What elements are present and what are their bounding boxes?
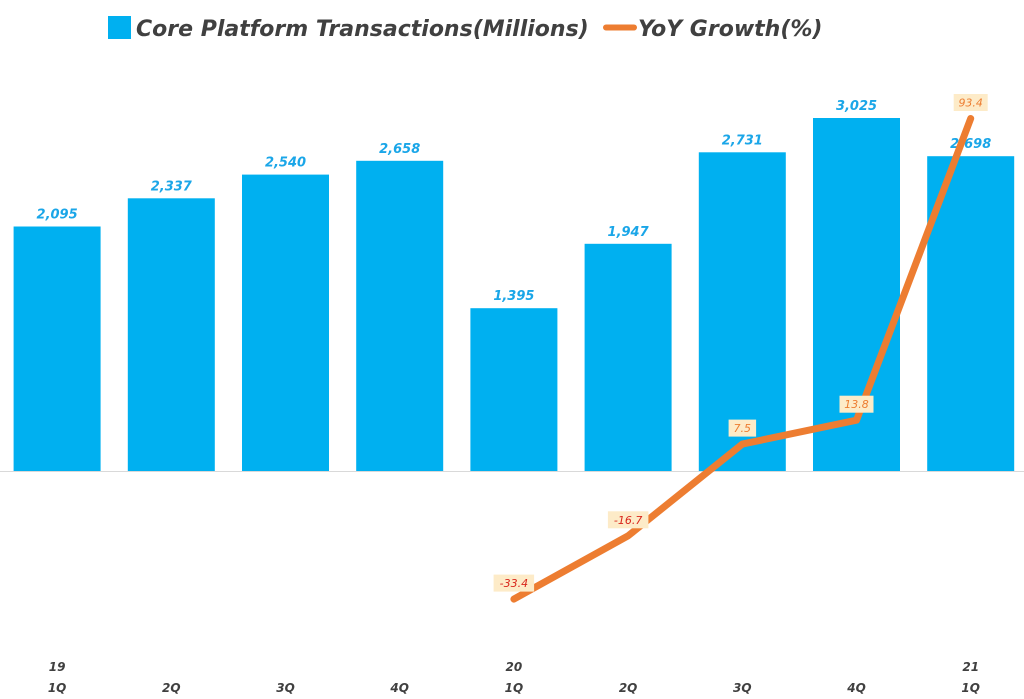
growth-value-label-8: 13.8 [844, 398, 869, 411]
growth-value-label-9: 93.4 [958, 97, 983, 110]
x-axis-ticks: 19 1Q 2Q 3Q 4Q 20 1Q 2Q 3Q 4Q 21 1Q [48, 660, 980, 695]
bars-series: 2,095 2,337 2,540 2,658 1,395 1,947 2,731 3,025… [13, 99, 1015, 472]
tick-quarter-9: 1Q [961, 681, 980, 695]
tick-quarter-2: 2Q [162, 681, 181, 695]
bar-2 [127, 198, 215, 472]
bar-value-label-8: 3,025 [836, 99, 877, 114]
bar-5 [470, 308, 558, 471]
legend-label-growth: YoY Growth(%) [638, 17, 822, 42]
tick-quarter-6: 2Q [619, 681, 638, 695]
growth-label-box-6 [607, 511, 649, 529]
tick-year-5: 20 [506, 660, 523, 674]
tick-quarter-7: 3Q [733, 681, 752, 695]
growth-line [510, 115, 975, 603]
bar-6 [584, 243, 672, 471]
tick-year-9: 21 [962, 660, 979, 674]
growth-label-box-7 [728, 419, 757, 437]
growth-value-label-5: -33.4 [500, 577, 528, 590]
tick-quarter-4: 4Q [389, 681, 409, 695]
tick-quarter-5: 1Q [505, 681, 524, 695]
growth-series: -33.4 -16.7 7.5 13.8 93.4 [493, 94, 988, 603]
bar-value-label-5: 1,395 [493, 289, 534, 304]
tick-quarter-1: 1Q [48, 681, 67, 695]
bar-1 [13, 226, 101, 471]
bar-value-label-3: 2,540 [265, 156, 306, 171]
legend-swatch-transactions [108, 16, 131, 39]
bar-value-label-6: 1,947 [608, 225, 650, 240]
growth-label-box-9 [953, 94, 988, 111]
bar-4 [356, 160, 444, 472]
growth-value-label-7: 7.5 [734, 422, 752, 435]
tick-quarter-3: 3Q [276, 681, 295, 695]
growth-value-label-6: -16.7 [614, 514, 642, 527]
bar-9 [927, 156, 1015, 471]
tick-quarter-8: 4Q [846, 681, 866, 695]
bar-3 [242, 174, 329, 471]
bar-value-label-7: 2,731 [722, 133, 763, 148]
bar-value-label-4: 2,658 [379, 142, 420, 157]
bar-value-label-2: 2,337 [151, 179, 193, 194]
growth-label-box-5 [493, 574, 535, 592]
legend-label-transactions: Core Platform Transactions(Millions) [136, 17, 589, 42]
tick-year-1: 19 [49, 660, 66, 674]
bar-value-label-1: 2,095 [37, 208, 78, 223]
bar-7 [698, 152, 786, 472]
growth-label-box-8 [839, 395, 874, 413]
legend: Core Platform Transactions(Millions) YoY… [108, 16, 822, 42]
